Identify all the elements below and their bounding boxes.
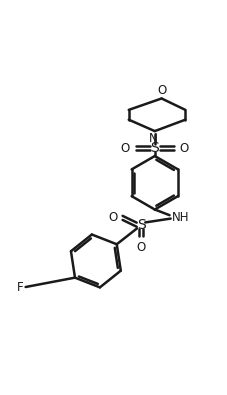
Text: O: O: [179, 141, 188, 154]
Text: O: O: [108, 211, 117, 224]
Text: N: N: [149, 132, 157, 145]
Text: O: O: [156, 84, 165, 97]
Text: NH: NH: [171, 211, 188, 224]
Text: O: O: [136, 241, 145, 254]
Text: S: S: [150, 141, 158, 155]
Text: F: F: [17, 280, 23, 293]
Text: O: O: [120, 141, 129, 154]
Text: S: S: [136, 218, 145, 232]
